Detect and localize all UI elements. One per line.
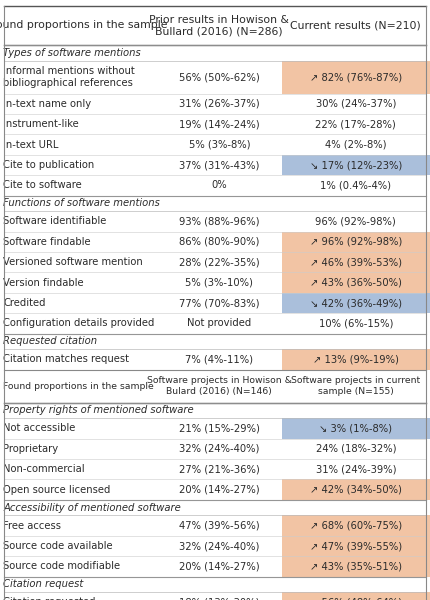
- Text: 18% (13%-30%): 18% (13%-30%): [179, 598, 259, 600]
- Text: 5% (3%-10%): 5% (3%-10%): [185, 278, 253, 287]
- Text: 37% (31%-43%): 37% (31%-43%): [179, 160, 259, 170]
- Text: Prior results in Howison &
Bullard (2016) (N=286): Prior results in Howison & Bullard (2016…: [149, 14, 289, 36]
- Text: Free access: Free access: [3, 521, 61, 530]
- Text: 4% (2%-8%): 4% (2%-8%): [325, 140, 387, 149]
- Text: In-text URL: In-text URL: [3, 140, 59, 149]
- Text: ↗ 42% (34%-50%): ↗ 42% (34%-50%): [310, 485, 402, 494]
- Bar: [282, 592, 430, 600]
- Text: ↗ 56% (48%-64%): ↗ 56% (48%-64%): [310, 598, 402, 600]
- Text: 7% (4%-11%): 7% (4%-11%): [185, 355, 253, 364]
- Bar: [282, 61, 430, 94]
- Text: ↘ 17% (12%-23%): ↘ 17% (12%-23%): [310, 160, 402, 170]
- Text: ↗ 68% (60%-75%): ↗ 68% (60%-75%): [310, 521, 402, 530]
- Text: ↘ 42% (36%-49%): ↘ 42% (36%-49%): [310, 298, 402, 308]
- Text: Version findable: Version findable: [3, 278, 84, 287]
- Text: Software projects in current
sample (N=155): Software projects in current sample (N=1…: [291, 376, 421, 396]
- Text: Property rights of mentioned software: Property rights of mentioned software: [3, 406, 194, 415]
- Text: ↗ 13% (9%-19%): ↗ 13% (9%-19%): [313, 355, 399, 364]
- Text: Citation requested: Citation requested: [3, 598, 96, 600]
- Bar: [282, 515, 430, 536]
- Text: 5% (3%-8%): 5% (3%-8%): [188, 140, 250, 149]
- Bar: [282, 556, 430, 577]
- Text: 86% (80%-90%): 86% (80%-90%): [179, 237, 259, 247]
- Text: Found proportions in the sample: Found proportions in the sample: [3, 382, 154, 391]
- Bar: [282, 272, 430, 293]
- Text: ↗ 43% (36%-50%): ↗ 43% (36%-50%): [310, 278, 402, 287]
- Text: ↗ 82% (76%-87%): ↗ 82% (76%-87%): [310, 72, 402, 82]
- Text: 32% (24%-40%): 32% (24%-40%): [179, 541, 259, 551]
- Text: Current results (N=210): Current results (N=210): [290, 20, 421, 31]
- Text: 27% (21%-36%): 27% (21%-36%): [179, 464, 260, 474]
- Text: ↗ 46% (39%-53%): ↗ 46% (39%-53%): [310, 257, 402, 267]
- Text: Cite to software: Cite to software: [3, 181, 82, 190]
- Text: ↗ 96% (92%-98%): ↗ 96% (92%-98%): [310, 237, 402, 247]
- Text: Not provided: Not provided: [187, 319, 252, 328]
- Text: 19% (14%-24%): 19% (14%-24%): [179, 119, 260, 129]
- Text: Source code modifiable: Source code modifiable: [3, 562, 120, 571]
- Bar: [282, 293, 430, 313]
- Text: Instrument-like: Instrument-like: [3, 119, 79, 129]
- Text: 24% (18%-32%): 24% (18%-32%): [316, 444, 396, 454]
- Text: Versioned software mention: Versioned software mention: [3, 257, 143, 267]
- Text: 1% (0.4%-4%): 1% (0.4%-4%): [320, 181, 391, 190]
- Text: Software identifiable: Software identifiable: [3, 217, 107, 226]
- Text: Found proportions in the sample: Found proportions in the sample: [0, 20, 167, 31]
- Text: Not accessible: Not accessible: [3, 424, 76, 433]
- Text: Requested citation: Requested citation: [3, 337, 98, 346]
- Text: Citation matches request: Citation matches request: [3, 355, 129, 364]
- Text: ↗ 47% (39%-55%): ↗ 47% (39%-55%): [310, 541, 402, 551]
- Text: Non-commercial: Non-commercial: [3, 464, 85, 474]
- Bar: [282, 536, 430, 556]
- Text: 77% (70%-83%): 77% (70%-83%): [179, 298, 260, 308]
- Text: Cite to publication: Cite to publication: [3, 160, 95, 170]
- Text: Proprietary: Proprietary: [3, 444, 58, 454]
- Text: Citation request: Citation request: [3, 580, 84, 589]
- Text: Functions of software mentions: Functions of software mentions: [3, 199, 160, 208]
- Text: Source code available: Source code available: [3, 541, 113, 551]
- Text: 10% (6%-15%): 10% (6%-15%): [319, 319, 393, 328]
- Bar: [282, 418, 430, 439]
- Text: 30% (24%-37%): 30% (24%-37%): [316, 99, 396, 109]
- Text: 31% (24%-39%): 31% (24%-39%): [316, 464, 396, 474]
- Text: Open source licensed: Open source licensed: [3, 485, 111, 494]
- Text: 93% (88%-96%): 93% (88%-96%): [179, 217, 260, 226]
- Text: 96% (92%-98%): 96% (92%-98%): [316, 217, 396, 226]
- Text: 20% (14%-27%): 20% (14%-27%): [179, 562, 260, 571]
- Text: 28% (22%-35%): 28% (22%-35%): [179, 257, 260, 267]
- Text: 20% (14%-27%): 20% (14%-27%): [179, 485, 260, 494]
- Text: 31% (26%-37%): 31% (26%-37%): [179, 99, 260, 109]
- Text: Credited: Credited: [3, 298, 46, 308]
- Text: Types of software mentions: Types of software mentions: [3, 48, 141, 58]
- Text: 0%: 0%: [212, 181, 227, 190]
- Text: 56% (50%-62%): 56% (50%-62%): [179, 72, 260, 82]
- Bar: [282, 349, 430, 370]
- Text: ↗ 43% (35%-51%): ↗ 43% (35%-51%): [310, 562, 402, 571]
- Text: 22% (17%-28%): 22% (17%-28%): [316, 119, 396, 129]
- Text: ↘ 3% (1%-8%): ↘ 3% (1%-8%): [319, 424, 392, 433]
- Text: Configuration details provided: Configuration details provided: [3, 319, 155, 328]
- Text: Accessibility of mentioned software: Accessibility of mentioned software: [3, 503, 181, 512]
- Text: Software projects in Howison &
Bulard (2016) (N=146): Software projects in Howison & Bulard (2…: [147, 376, 292, 396]
- Text: 47% (39%-56%): 47% (39%-56%): [179, 521, 260, 530]
- Bar: [282, 479, 430, 500]
- Text: Software findable: Software findable: [3, 237, 91, 247]
- Bar: [282, 252, 430, 272]
- Text: In-text name only: In-text name only: [3, 99, 92, 109]
- Bar: [282, 155, 430, 175]
- Bar: [282, 232, 430, 252]
- Text: 21% (15%-29%): 21% (15%-29%): [179, 424, 260, 433]
- Text: 32% (24%-40%): 32% (24%-40%): [179, 444, 259, 454]
- Text: Informal mentions without
bibliographical references: Informal mentions without bibliographica…: [3, 67, 135, 88]
